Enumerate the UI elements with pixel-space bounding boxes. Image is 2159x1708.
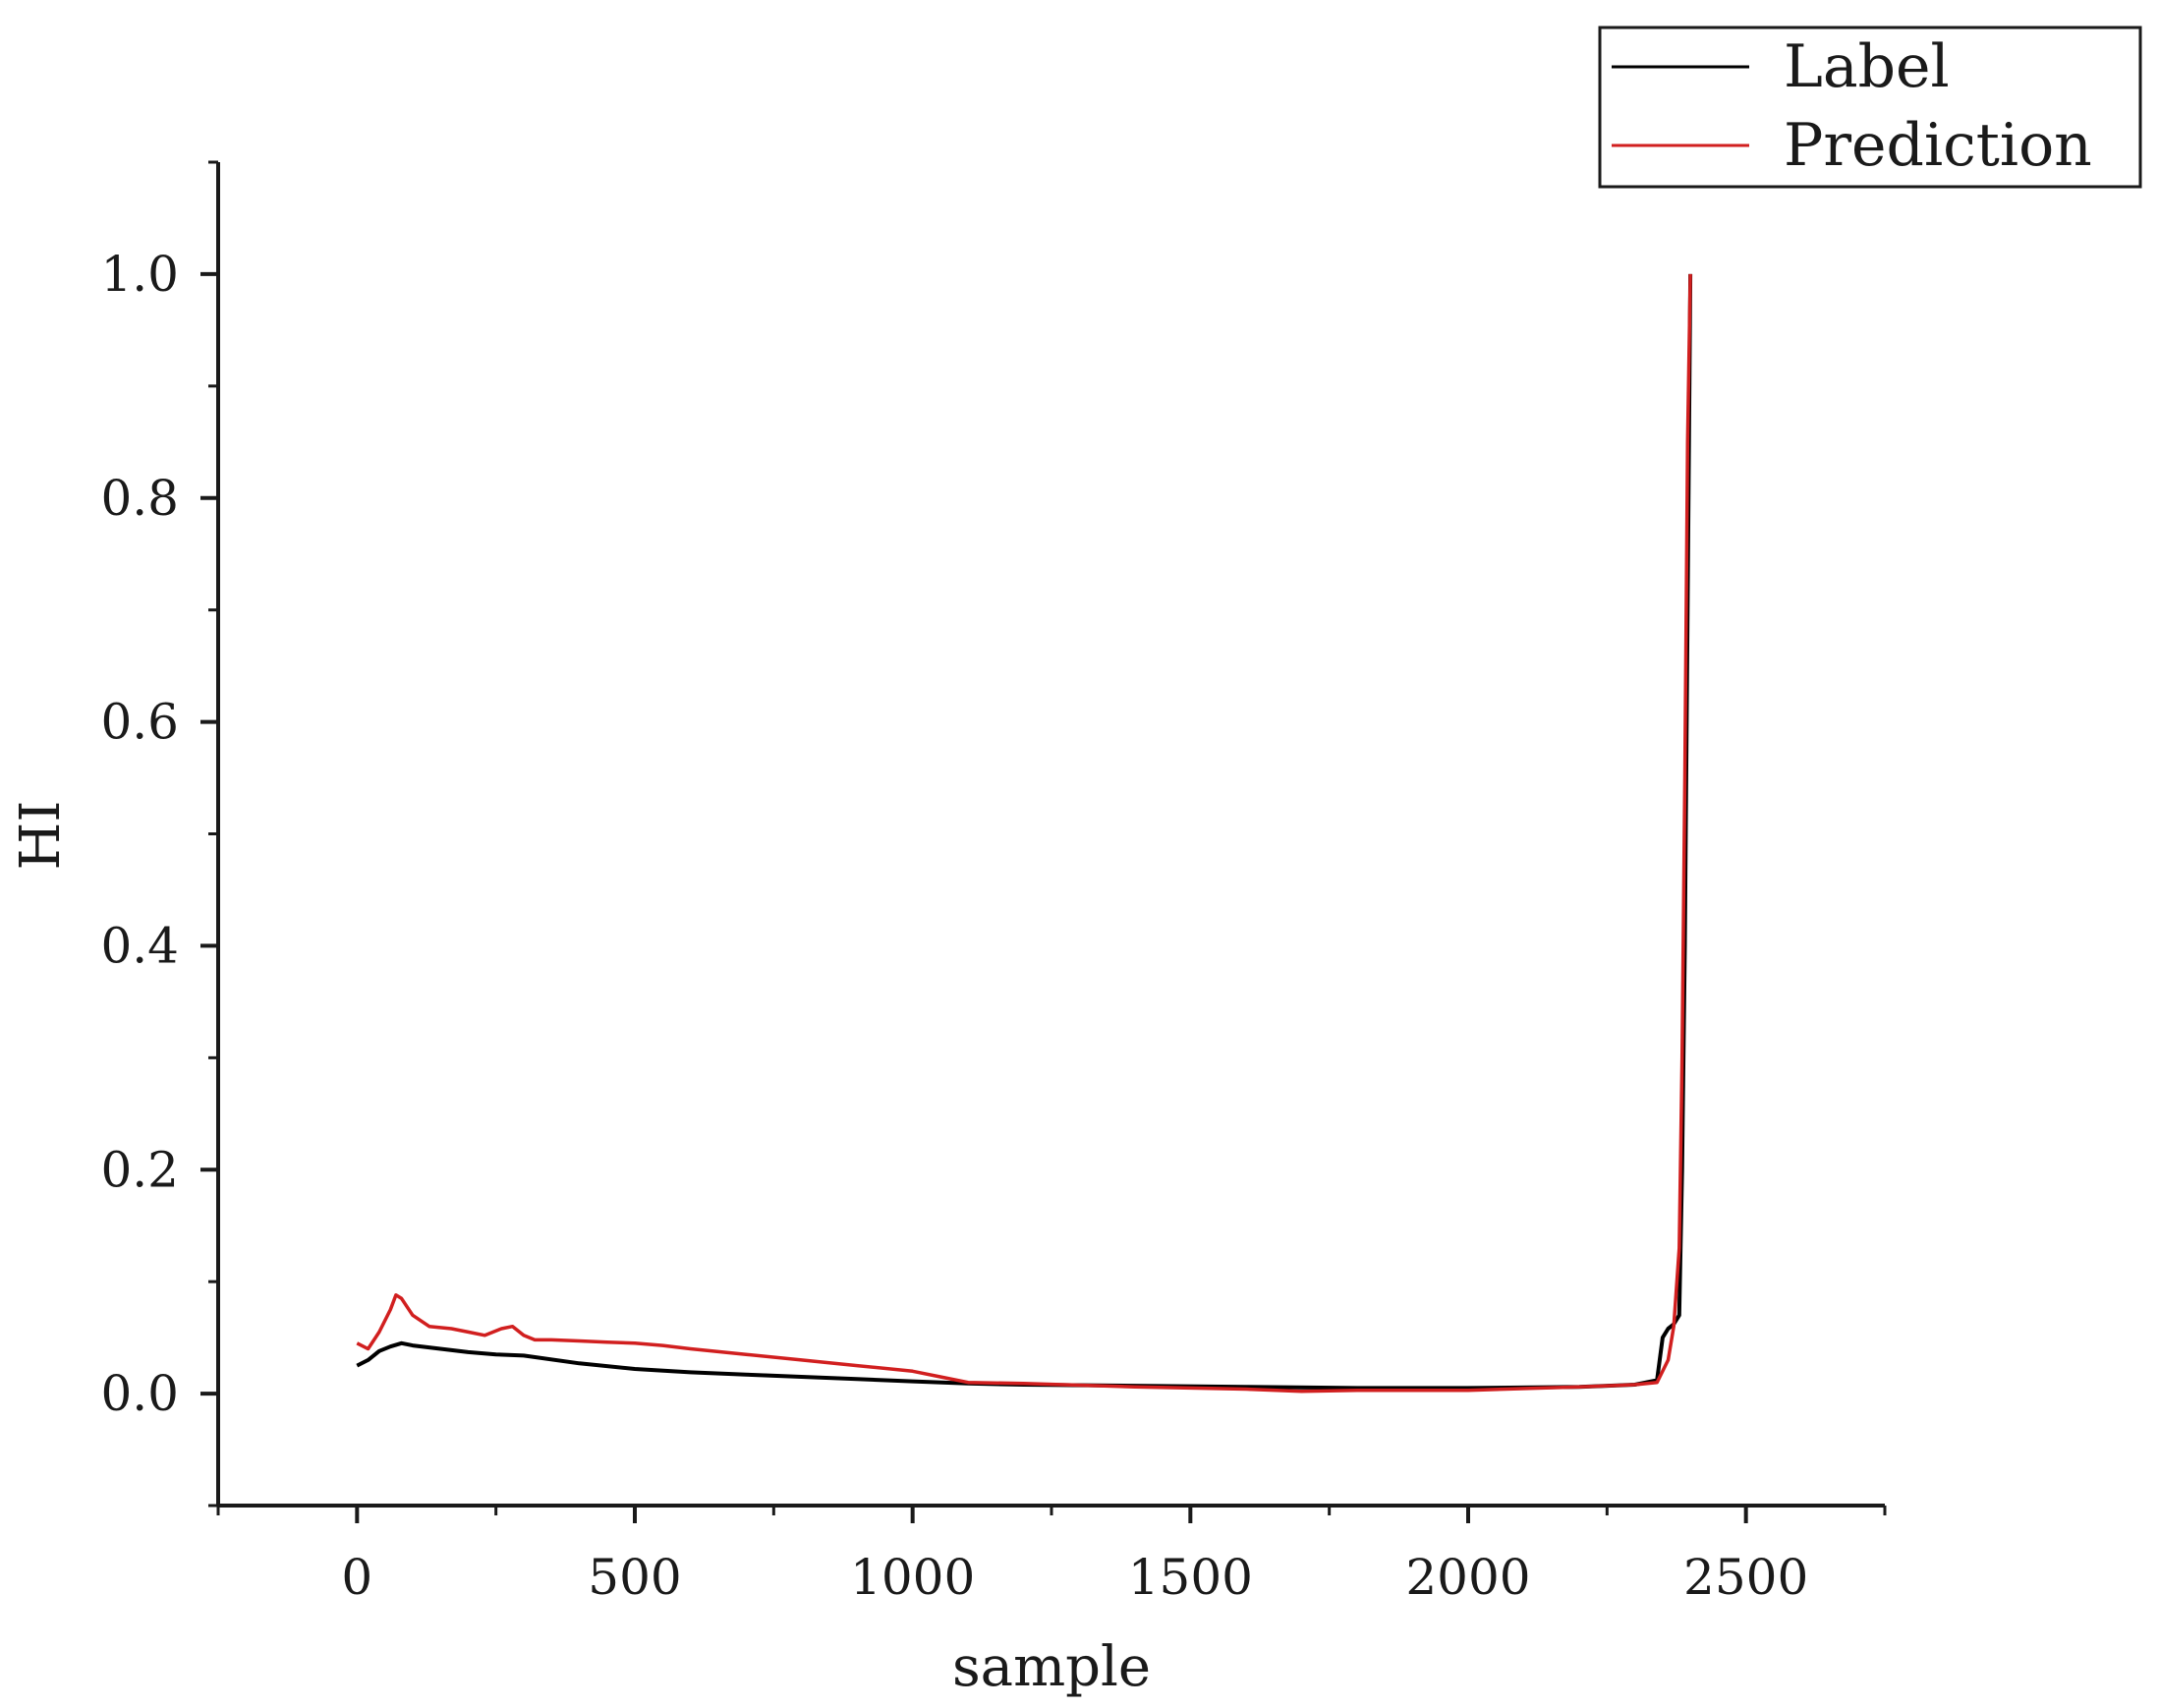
legend-label-prediction: Prediction [1784, 111, 2092, 180]
y-tick-label: 0.2 [100, 1141, 179, 1198]
x-axis-title: sample [952, 1635, 1151, 1699]
series-layer [356, 273, 1693, 1394]
x-tick-label: 1500 [1128, 1549, 1253, 1606]
x-tick-label: 2500 [1683, 1549, 1808, 1606]
y-tick-label: 0.6 [100, 694, 179, 751]
legend-label-label: Label [1784, 32, 1950, 101]
y-tick-label: 0.4 [100, 917, 179, 974]
x-tick-label: 0 [341, 1549, 372, 1606]
series-line-label [356, 273, 1693, 1391]
x-tick-label: 1000 [850, 1549, 975, 1606]
y-axis-title: HI [9, 801, 73, 871]
x-tick-label: 2000 [1405, 1549, 1530, 1606]
x-tick-label: 500 [588, 1549, 681, 1606]
y-tick-label: 0.0 [100, 1365, 179, 1422]
axes: 0 500 1000 1500 2000 2500 0.0 0.2 0.4 0.6 0.8 1.0 [100, 160, 1887, 1606]
y-tick-label: 0.8 [100, 470, 179, 527]
legend-box [1598, 26, 2142, 189]
series-line-prediction [356, 273, 1692, 1394]
legend: Label Prediction [1598, 26, 2142, 189]
y-tick-label: 1.0 [100, 246, 179, 303]
